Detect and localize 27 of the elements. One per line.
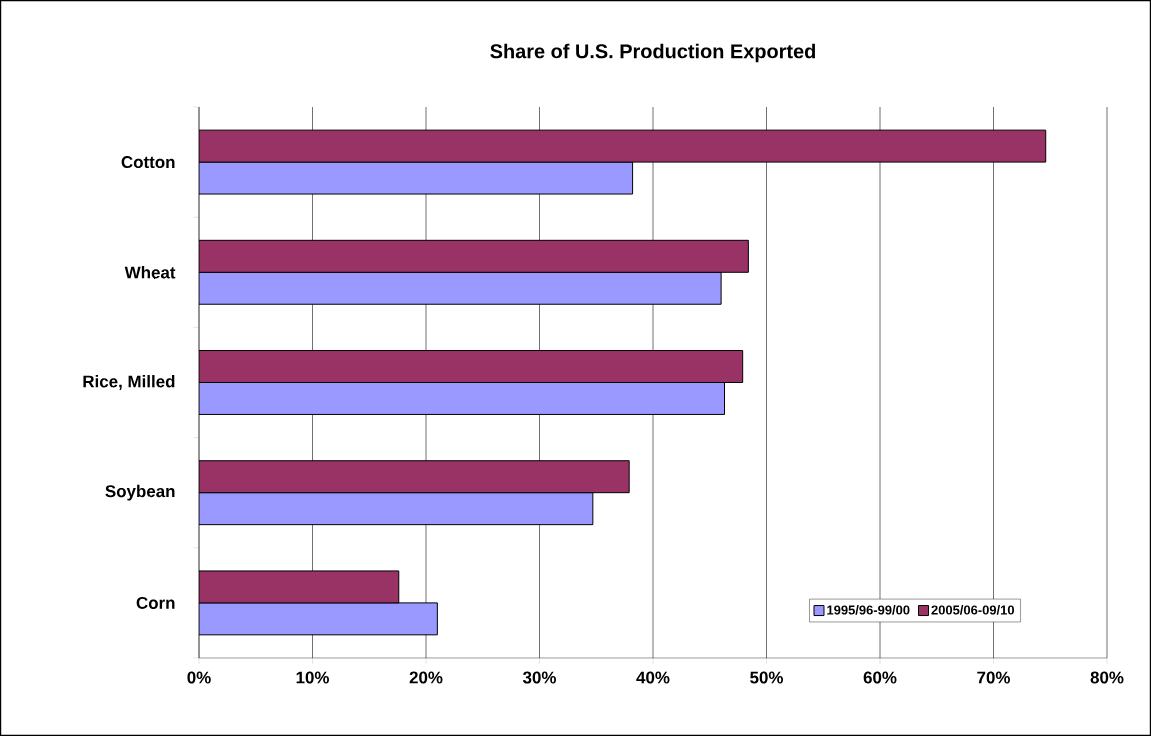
bar [199, 602, 438, 636]
x-tick-label: 20% [409, 671, 443, 684]
bar [199, 570, 400, 604]
x-tick-label: 30% [522, 671, 556, 684]
chart-title: Share of U.S. Production Exported [490, 43, 815, 63]
y-tick-label: Wheat [124, 266, 176, 279]
legend-label: 2005/06-09/10 [931, 605, 1015, 615]
bar [199, 271, 722, 305]
x-tick-label: 10% [296, 671, 329, 684]
bar [199, 381, 726, 415]
y-tick-label: Cotton [121, 156, 175, 169]
x-tick-label: 50% [750, 671, 783, 684]
x-tick-label: 80% [1090, 671, 1124, 684]
y-tick-label: Corn [136, 596, 175, 609]
bar [199, 129, 1047, 163]
x-tick-label: 0% [187, 671, 211, 684]
bar [199, 460, 630, 494]
y-tick-label: Rice, Milled [83, 375, 175, 390]
y-tick-label: Soybean [105, 484, 175, 501]
bar [199, 492, 594, 526]
bar [199, 350, 744, 383]
bar [199, 161, 634, 195]
x-tick-label: 40% [636, 671, 670, 684]
x-tick-label: 70% [977, 671, 1010, 684]
x-tick-label: 60% [863, 671, 897, 684]
bar [199, 239, 749, 273]
legend-label: 1995/96-99/00 [827, 605, 910, 615]
